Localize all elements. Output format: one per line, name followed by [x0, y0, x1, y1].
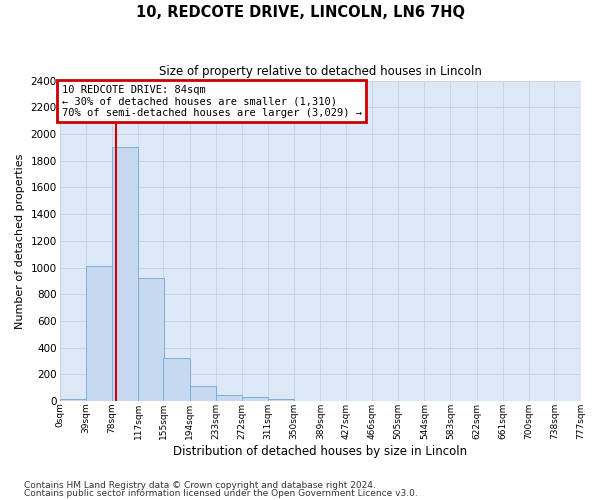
- Bar: [268, 398, 294, 401]
- Text: Contains public sector information licensed under the Open Government Licence v3: Contains public sector information licen…: [24, 489, 418, 498]
- Bar: [190, 386, 216, 401]
- Text: Contains HM Land Registry data © Crown copyright and database right 2024.: Contains HM Land Registry data © Crown c…: [24, 480, 376, 490]
- Text: 10 REDCOTE DRIVE: 84sqm
← 30% of detached houses are smaller (1,310)
70% of semi: 10 REDCOTE DRIVE: 84sqm ← 30% of detache…: [62, 84, 362, 118]
- X-axis label: Distribution of detached houses by size in Lincoln: Distribution of detached houses by size …: [173, 444, 467, 458]
- Bar: [86, 266, 112, 401]
- Text: 10, REDCOTE DRIVE, LINCOLN, LN6 7HQ: 10, REDCOTE DRIVE, LINCOLN, LN6 7HQ: [136, 5, 464, 20]
- Y-axis label: Number of detached properties: Number of detached properties: [15, 153, 25, 328]
- Bar: [59, 399, 86, 401]
- Bar: [216, 395, 242, 401]
- Bar: [163, 358, 190, 401]
- Bar: [138, 278, 164, 401]
- Bar: [242, 397, 268, 401]
- Bar: [112, 148, 138, 401]
- Title: Size of property relative to detached houses in Lincoln: Size of property relative to detached ho…: [158, 65, 481, 78]
